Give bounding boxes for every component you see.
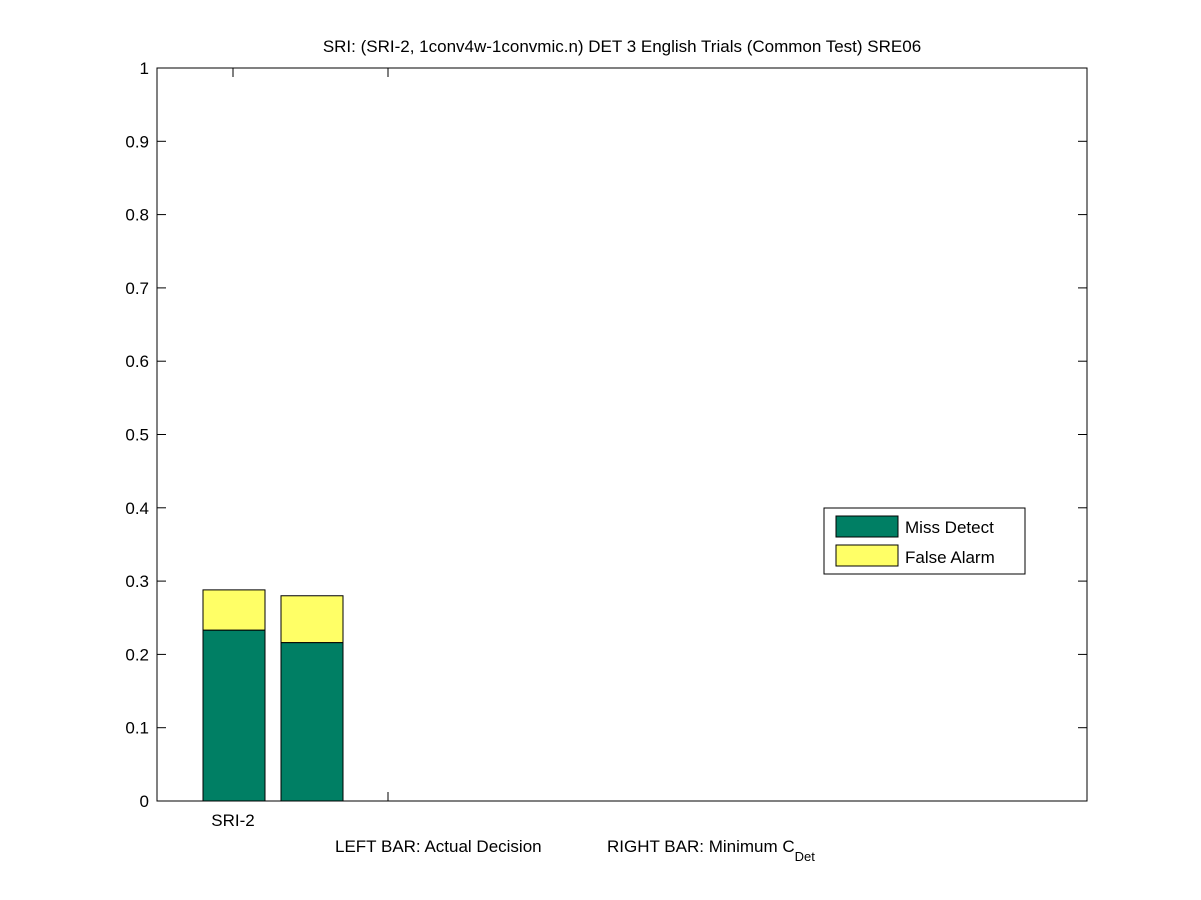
x-label-right-main: RIGHT BAR: Minimum C <box>607 837 795 856</box>
y-tick-label: 0.3 <box>125 572 149 591</box>
x-label-left: LEFT BAR: Actual Decision <box>335 837 542 856</box>
y-tick-label: 0.8 <box>125 206 149 225</box>
chart-title: SRI: (SRI-2, 1conv4w-1convmic.n) DET 3 E… <box>323 37 921 56</box>
y-tick-label: 0.4 <box>125 499 149 518</box>
x-tick-label: SRI-2 <box>211 811 254 830</box>
legend-label-miss-detect: Miss Detect <box>905 518 994 537</box>
bar-false-alarm <box>202 589 266 631</box>
bar-miss-detect <box>280 642 344 802</box>
y-tick-label: 0 <box>140 792 149 811</box>
y-tick-label: 0.2 <box>125 645 149 664</box>
legend-label-false-alarm: False Alarm <box>905 548 995 567</box>
y-tick-label: 1 <box>140 59 149 78</box>
y-tick-label: 0.7 <box>125 279 149 298</box>
y-tick-label: 0.9 <box>125 132 149 151</box>
y-tick-label: 0.1 <box>125 719 149 738</box>
y-tick-label: 0.6 <box>125 352 149 371</box>
x-label-right: RIGHT BAR: Minimum CDet <box>607 837 815 864</box>
bar-miss-detect <box>202 629 266 802</box>
legend-swatch-miss-detect <box>835 515 899 538</box>
y-tick-label: 0.5 <box>125 426 149 445</box>
bar-false-alarm <box>280 595 344 644</box>
x-label-right-sub: Det <box>795 849 816 864</box>
legend-swatch-false-alarm <box>835 544 899 567</box>
legend: Miss Detect False Alarm <box>823 507 1026 575</box>
